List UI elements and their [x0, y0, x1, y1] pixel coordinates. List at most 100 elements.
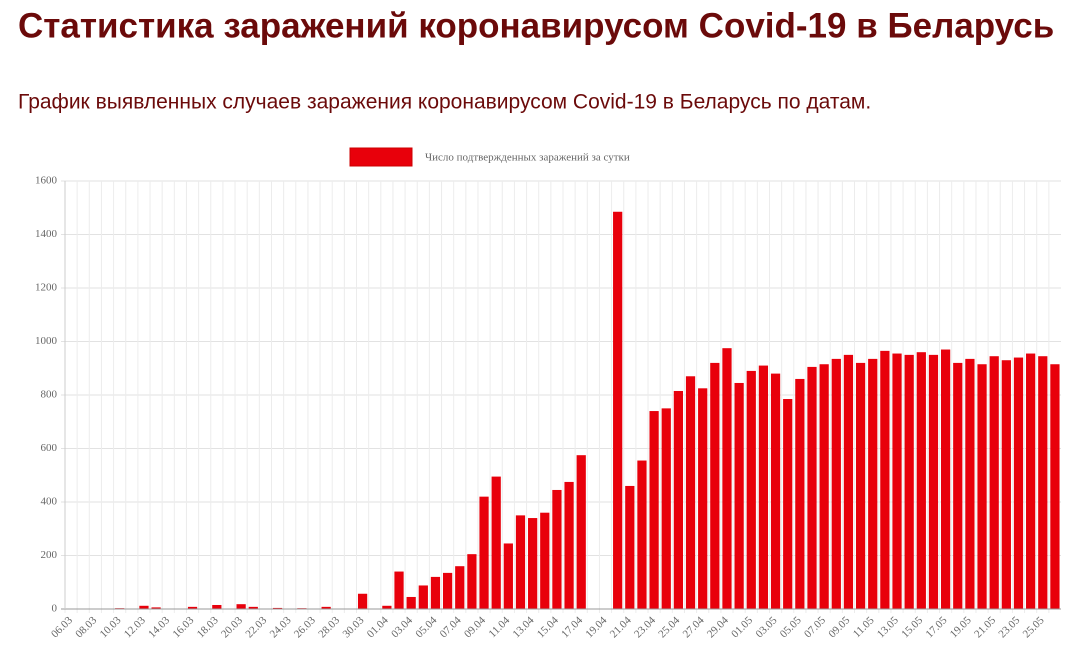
- x-tick-label: 17.05: [924, 614, 950, 640]
- x-tick-label: 13.05: [875, 614, 901, 640]
- bar: [758, 365, 769, 609]
- x-tick-label: 18.03: [195, 614, 221, 640]
- bar: [491, 476, 501, 609]
- bar: [807, 366, 817, 609]
- x-tick-label: 11.05: [851, 614, 877, 640]
- y-tick-label: 1600: [35, 175, 58, 187]
- x-tick-label: 21.05: [972, 614, 998, 640]
- x-tick-label: 23.05: [996, 614, 1022, 640]
- x-tick-label: 25.04: [656, 614, 682, 640]
- x-tick-label: 20.03: [219, 614, 245, 640]
- bar: [1013, 357, 1024, 609]
- bar: [467, 554, 477, 609]
- bar: [685, 376, 696, 609]
- legend-label: Число подтвержденных заражений за сутки: [425, 152, 630, 164]
- x-tick-label: 28.03: [316, 614, 342, 640]
- bar: [576, 455, 586, 609]
- bar: [722, 348, 732, 609]
- x-tick-label: 07.04: [438, 614, 464, 640]
- x-tick-label: 09.05: [826, 614, 852, 640]
- x-tick-label: 26.03: [292, 614, 318, 640]
- bar: [382, 605, 392, 609]
- y-tick-label: 1000: [35, 335, 58, 347]
- bar: [540, 512, 550, 609]
- bar: [880, 350, 890, 609]
- bar: [940, 349, 951, 609]
- bar: [479, 496, 489, 609]
- bar: [1050, 364, 1060, 609]
- bar: [406, 596, 416, 609]
- x-tick-label: 11.04: [487, 614, 513, 640]
- bar: [977, 364, 987, 609]
- x-tick-label: 16.03: [170, 614, 196, 640]
- legend-swatch: [349, 147, 413, 167]
- bar: [855, 362, 866, 609]
- x-tick-label: 22.03: [243, 614, 269, 640]
- bar: [953, 362, 963, 609]
- x-tick-label: 25.05: [1021, 614, 1047, 640]
- bar: [637, 460, 647, 609]
- x-tick-label: 21.04: [608, 614, 634, 640]
- page-title: Статистика заражений коронавирусом Covid…: [18, 6, 1054, 45]
- x-tick-label: 17.04: [559, 614, 585, 640]
- bar: [515, 515, 526, 609]
- x-tick-label: 24.03: [268, 614, 294, 640]
- bar: [965, 358, 975, 609]
- x-tick-label: 15.05: [899, 614, 925, 640]
- bar: [1038, 356, 1048, 609]
- bar: [783, 399, 793, 609]
- x-tick-label: 10.03: [98, 614, 124, 640]
- bar: [625, 485, 635, 609]
- bar: [187, 606, 198, 609]
- y-tick-label: 1200: [35, 282, 58, 294]
- bar: [989, 356, 999, 609]
- x-tick-label: 12.03: [122, 614, 148, 640]
- bar: [831, 358, 841, 609]
- bar: [904, 354, 914, 609]
- bar: [843, 354, 854, 609]
- x-tick-label: 14.03: [146, 614, 172, 640]
- bar: [770, 373, 781, 609]
- x-tick-label: 01.05: [729, 614, 755, 640]
- y-tick-label: 400: [41, 496, 58, 508]
- bar: [394, 571, 404, 609]
- x-tick-label: 05.05: [778, 614, 804, 640]
- bar: [673, 390, 684, 609]
- y-tick-label: 1400: [35, 228, 58, 240]
- bar: [613, 211, 623, 609]
- x-tick-label: 05.04: [413, 614, 439, 640]
- x-tick-label: 29.04: [705, 614, 731, 640]
- x-tick-label: 27.04: [681, 614, 707, 640]
- bar: [552, 489, 562, 609]
- x-tick-label: 15.04: [535, 614, 561, 640]
- bar: [503, 543, 513, 609]
- bar: [795, 378, 805, 609]
- bar: [710, 362, 720, 609]
- y-tick-label: 800: [41, 389, 58, 401]
- x-tick-label: 19.04: [583, 614, 609, 640]
- bar: [916, 352, 926, 609]
- x-tick-label: 09.04: [462, 614, 488, 640]
- bar: [661, 408, 671, 609]
- bar: [1001, 360, 1011, 609]
- bar: [528, 518, 538, 609]
- bar: [1026, 353, 1036, 609]
- bar: [698, 388, 708, 609]
- bar: [430, 576, 441, 609]
- bar: [272, 607, 283, 609]
- bar: [236, 604, 246, 609]
- bar: [892, 353, 902, 609]
- bar: [928, 354, 939, 609]
- bar: [151, 607, 161, 609]
- y-tick-label: 200: [41, 549, 58, 561]
- bar: [455, 566, 465, 609]
- bar: [212, 604, 222, 609]
- x-tick-label: 07.05: [802, 614, 828, 640]
- bar: [418, 585, 428, 609]
- bar: [819, 364, 829, 609]
- bar: [649, 411, 659, 609]
- page-subtitle: График выявленных случаев заражения коро…: [18, 91, 871, 114]
- bar: [357, 593, 368, 609]
- x-tick-label: 06.03: [49, 614, 75, 640]
